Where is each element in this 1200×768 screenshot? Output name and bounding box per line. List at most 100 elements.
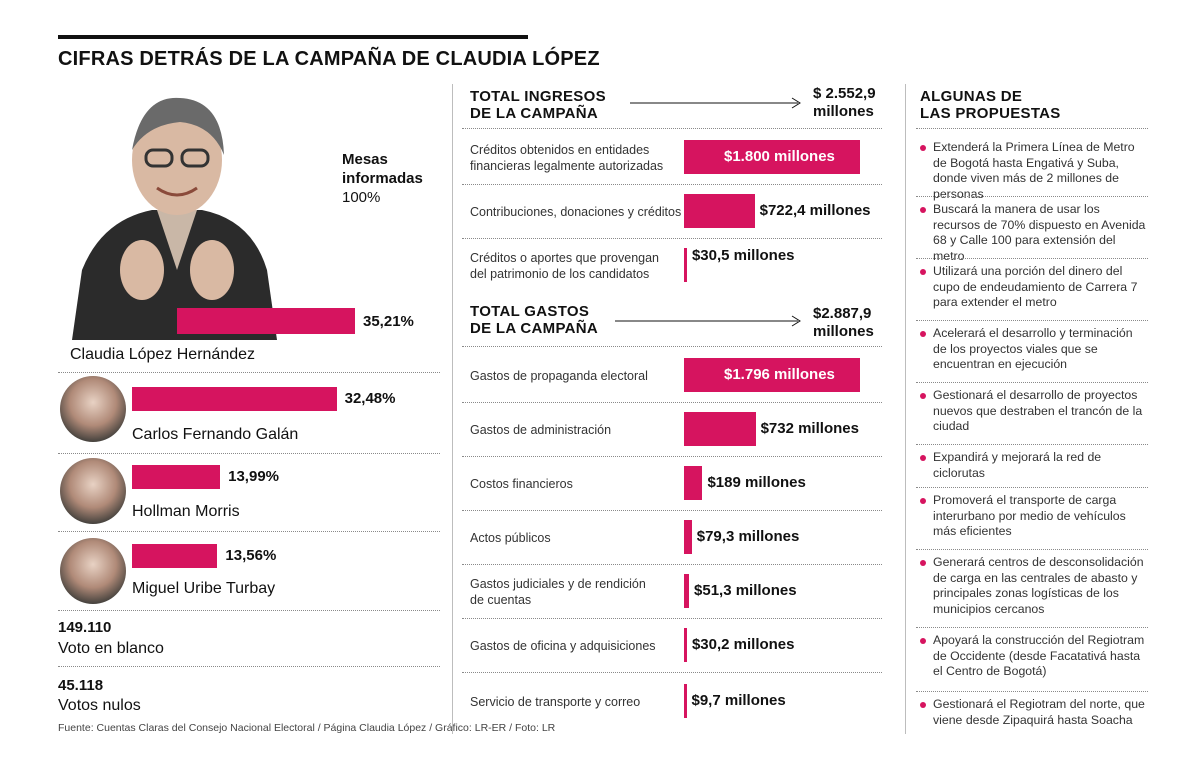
- mesas-label-1: Mesas: [342, 151, 388, 168]
- gasto-value: $1.796 millones: [724, 366, 835, 383]
- votos-nulos-label: Votos nulos: [58, 697, 141, 714]
- ingreso-bar: [684, 140, 860, 174]
- candidate-name: Miguel Uribe Turbay: [132, 580, 276, 597]
- ingresos-title: TOTAL INGRESOS DE LA CAMPAÑA: [470, 88, 606, 122]
- ingreso-value: $30,5 millones: [691, 247, 795, 264]
- mesas-value: 100%: [342, 189, 381, 206]
- gastos-total: $2.887,9 millones: [813, 305, 874, 341]
- ingreso-label: Créditos o aportes que provengan del pat…: [470, 250, 659, 282]
- mesas-label-2: informadas: [342, 170, 423, 187]
- gastos-title: TOTAL GASTOS DE LA CAMPAÑA: [470, 303, 598, 337]
- divider: [916, 444, 1148, 445]
- gasto-bar: [684, 684, 687, 718]
- bullet-icon: [920, 207, 926, 213]
- gasto-value: $30,2 millones: [691, 636, 795, 653]
- gasto-label: Gastos judiciales y de rendición de cuent…: [470, 576, 646, 608]
- ingresos-title-1: TOTAL INGRESOS: [470, 88, 606, 105]
- ingreso-value: $1.800 millones: [724, 148, 835, 165]
- gasto-label-line: Costos financieros: [470, 477, 573, 491]
- bullet-icon: [920, 393, 926, 399]
- propuesta-item: Generará centros de desconsolidación de …: [920, 555, 1148, 617]
- propuesta-text: Expandirá y mejorará la red de cicloruta…: [933, 450, 1102, 480]
- gasto-label-line: Actos públicos: [470, 531, 551, 545]
- gasto-value: $732 millones: [760, 420, 859, 437]
- candidate-name: Claudia López Hernández: [70, 346, 256, 363]
- ingreso-label: Contribuciones, donaciones y créditos: [470, 204, 681, 220]
- divider: [462, 510, 882, 511]
- bullet-icon: [920, 638, 926, 644]
- gasto-bar: [684, 358, 860, 392]
- gastos-arrow: [615, 315, 801, 327]
- gasto-label: Gastos de administración: [470, 422, 611, 438]
- ingreso-label-line: Créditos o aportes que provengan: [470, 251, 660, 265]
- ingreso-label-line: Contribuciones, donaciones y créditos: [470, 205, 682, 219]
- propuesta-item: Utilizará una porción del dinero del cup…: [920, 264, 1148, 311]
- bullet-icon: [920, 455, 926, 461]
- gasto-label-line: de cuentas: [470, 593, 532, 607]
- propuesta-text: Gestionará el Regiotram del norte, que v…: [933, 697, 1145, 727]
- propuesta-text: Buscará la manera de usar los recursos d…: [933, 202, 1146, 263]
- gasto-label-line: Gastos de propaganda electoral: [470, 369, 648, 383]
- divider: [462, 672, 882, 673]
- bullet-icon: [920, 560, 926, 566]
- divider: [916, 258, 1148, 259]
- candidate-percent: 35,21%: [363, 313, 414, 330]
- ingreso-bar: [684, 194, 755, 228]
- gasto-bar: [684, 466, 703, 500]
- propuesta-text: Promoverá el transporte de carga interur…: [933, 493, 1126, 539]
- bullet-icon: [920, 498, 926, 504]
- propuesta-item: Promoverá el transporte de carga interur…: [920, 493, 1148, 540]
- claudia-lopez-photo: [62, 70, 292, 340]
- candidate-percent: 13,99%: [228, 468, 279, 485]
- column-divider: [905, 84, 906, 734]
- divider: [462, 402, 882, 403]
- carlos-galan-photo: [60, 376, 126, 442]
- propuesta-text: Acelerará el desarrollo y terminación de…: [933, 326, 1133, 372]
- gastos-total-2: millones: [813, 323, 874, 340]
- divider: [58, 531, 440, 532]
- propuesta-text: Utilizará una porción del dinero del cup…: [933, 264, 1138, 310]
- gastos-title-1: TOTAL GASTOS: [470, 303, 590, 320]
- source-note: Fuente: Cuentas Claras del Consejo Nacio…: [58, 722, 556, 734]
- propuesta-item: Apoyará la construcción del Regiotram de…: [920, 633, 1148, 680]
- ingresos-arrow: [630, 97, 801, 109]
- propuesta-item: Expandirá y mejorará la red de cicloruta…: [920, 450, 1148, 481]
- votos-nulos-value: 45.118: [58, 677, 104, 694]
- page-title: CIFRAS DETRÁS DE LA CAMPAÑA DE CLAUDIA L…: [58, 48, 600, 70]
- bullet-icon: [920, 145, 926, 151]
- divider: [916, 627, 1148, 628]
- propuesta-text: Extenderá la Primera Línea de Metro de B…: [933, 140, 1135, 201]
- ingresos-title-2: DE LA CAMPAÑA: [470, 105, 599, 122]
- propuesta-text: Gestionará el desarrollo de proyectos nu…: [933, 388, 1143, 434]
- ingreso-value: $722,4 millones: [759, 202, 871, 219]
- bullet-icon: [920, 269, 926, 275]
- column-divider: [452, 84, 453, 734]
- candidate-percent: 32,48%: [344, 390, 396, 407]
- divider: [916, 196, 1148, 197]
- gastos-total-1: $2.887,9: [813, 305, 872, 322]
- gasto-label: Servicio de transporte y correo: [470, 694, 640, 710]
- gasto-bar: [684, 520, 692, 554]
- candidate-percent: 13,56%: [225, 547, 277, 564]
- gastos-title-2: DE LA CAMPAÑA: [470, 320, 599, 337]
- propuestas-title-2: LAS PROPUESTAS: [920, 105, 1061, 122]
- ingreso-bar: [684, 248, 687, 282]
- voto-blanco-label: Voto en blanco: [58, 640, 164, 657]
- propuestas-title-1: ALGUNAS DE: [920, 88, 1023, 105]
- divider: [462, 238, 882, 239]
- candidate-name: Hollman Morris: [132, 503, 240, 520]
- divider: [58, 453, 440, 454]
- divider: [462, 346, 882, 347]
- propuesta-item: Gestionará el Regiotram del norte, que v…: [920, 697, 1148, 728]
- voto-blanco-value: 149.110: [58, 619, 112, 636]
- ingreso-label-line: Créditos obtenidos en entidades: [470, 143, 650, 157]
- propuesta-item: Buscará la manera de usar los recursos d…: [920, 202, 1148, 264]
- candidate-bar: [132, 544, 218, 568]
- gasto-label: Gastos de oficina y adquisiciones: [470, 638, 656, 654]
- gasto-bar: [684, 574, 690, 608]
- propuesta-text: Apoyará la construcción del Regiotram de…: [933, 633, 1145, 679]
- divider: [462, 564, 882, 565]
- divider: [916, 487, 1148, 488]
- propuesta-item: Gestionará el desarrollo de proyectos nu…: [920, 388, 1148, 435]
- gasto-label-line: Gastos judiciales y de rendición: [470, 577, 646, 591]
